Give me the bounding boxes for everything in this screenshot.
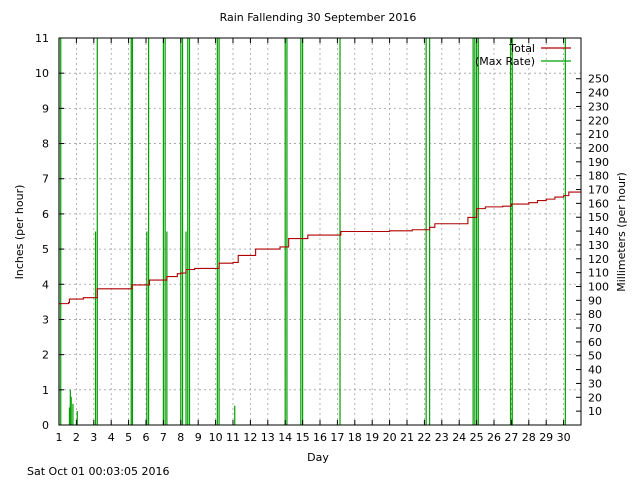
x-tick-label: 17 — [330, 431, 344, 444]
y2-tick-label: 230 — [588, 100, 609, 113]
x-tick-label: 1 — [56, 431, 63, 444]
x-tick-label: 2 — [73, 431, 80, 444]
x-tick-label: 12 — [243, 431, 257, 444]
y2-tick-label: 220 — [588, 114, 609, 127]
x-tick-label: 10 — [209, 431, 223, 444]
y2-tick-label: 40 — [588, 364, 602, 377]
axis-ticks: 1 2 3 4 5 6 7 8 9 10 11 12 13 14 15 16 17 18 19 20 21 22 23 24 2… — [35, 32, 609, 444]
x-tick-label: 4 — [108, 431, 115, 444]
y2-tick-label: 60 — [588, 336, 602, 349]
y2-tick-label: 200 — [588, 142, 609, 155]
x-tick-label: 27 — [504, 431, 518, 444]
x-tick-label: 16 — [313, 431, 327, 444]
y2-tick-label: 110 — [588, 267, 609, 280]
x-axis-label: Day — [307, 451, 329, 464]
x-tick-label: 25 — [470, 431, 484, 444]
y2-tick-label: 130 — [588, 239, 609, 252]
chart-title: Rain Fallending 30 September 2016 — [220, 11, 417, 24]
legend-label: (Max Rate) — [475, 55, 535, 68]
y-tick-label: 1 — [42, 384, 49, 397]
timestamp-footer: Sat Oct 01 00:03:05 2016 — [27, 465, 169, 478]
x-tick-label: 30 — [557, 431, 571, 444]
x-tick-label: 28 — [522, 431, 536, 444]
y2-tick-label: 150 — [588, 211, 609, 224]
x-tick-label: 15 — [296, 431, 310, 444]
y-tick-label: 6 — [42, 208, 49, 221]
y-tick-label: 4 — [42, 278, 49, 291]
x-tick-label: 9 — [195, 431, 202, 444]
y2-tick-label: 180 — [588, 170, 609, 183]
x-tick-label: 18 — [348, 431, 362, 444]
grid — [59, 38, 581, 425]
y-tick-label: 5 — [42, 243, 49, 256]
x-tick-label: 14 — [278, 431, 292, 444]
y2-tick-label: 80 — [588, 308, 602, 321]
x-tick-label: 5 — [125, 431, 132, 444]
y2-tick-label: 100 — [588, 280, 609, 293]
x-tick-label: 26 — [487, 431, 501, 444]
y-tick-label: 10 — [35, 67, 49, 80]
y2-tick-label: 240 — [588, 87, 609, 100]
y-tick-label: 7 — [42, 173, 49, 186]
series — [58, 38, 581, 425]
x-tick-label: 7 — [160, 431, 167, 444]
y-tick-label: 11 — [35, 32, 49, 45]
y2-tick-label: 170 — [588, 184, 609, 197]
x-tick-label: 6 — [143, 431, 150, 444]
y2-tick-label: 120 — [588, 253, 609, 266]
y2-axis-label: Millimeters (per hour) — [615, 172, 628, 292]
y-tick-label: 3 — [42, 313, 49, 326]
legend: Total(Max Rate) — [475, 42, 571, 68]
y2-tick-label: 10 — [588, 405, 602, 418]
y2-tick-label: 50 — [588, 350, 602, 363]
y2-tick-label: 160 — [588, 197, 609, 210]
x-tick-label: 13 — [261, 431, 275, 444]
y2-tick-label: 210 — [588, 128, 609, 141]
y2-tick-label: 140 — [588, 225, 609, 238]
y2-tick-label: 70 — [588, 322, 602, 335]
x-tick-label: 24 — [452, 431, 466, 444]
x-tick-label: 29 — [539, 431, 553, 444]
y-tick-label: 8 — [42, 138, 49, 151]
x-tick-label: 22 — [417, 431, 431, 444]
y2-tick-label: 250 — [588, 73, 609, 86]
total-line — [59, 191, 581, 305]
y-tick-label: 0 — [42, 419, 49, 432]
y-tick-label: 2 — [42, 349, 49, 362]
y-tick-label: 9 — [42, 102, 49, 115]
x-tick-label: 20 — [383, 431, 397, 444]
plot-frame — [58, 37, 582, 426]
x-tick-label: 21 — [400, 431, 414, 444]
legend-label: Total — [508, 42, 535, 55]
y-axis-label: Inches (per hour) — [13, 185, 26, 280]
x-tick-label: 11 — [226, 431, 240, 444]
x-tick-label: 23 — [435, 431, 449, 444]
x-tick-label: 3 — [90, 431, 97, 444]
y2-tick-label: 30 — [588, 377, 602, 390]
x-tick-label: 19 — [365, 431, 379, 444]
y2-tick-label: 90 — [588, 294, 602, 307]
y2-tick-label: 20 — [588, 391, 602, 404]
x-tick-label: 8 — [177, 431, 184, 444]
y2-tick-label: 190 — [588, 156, 609, 169]
